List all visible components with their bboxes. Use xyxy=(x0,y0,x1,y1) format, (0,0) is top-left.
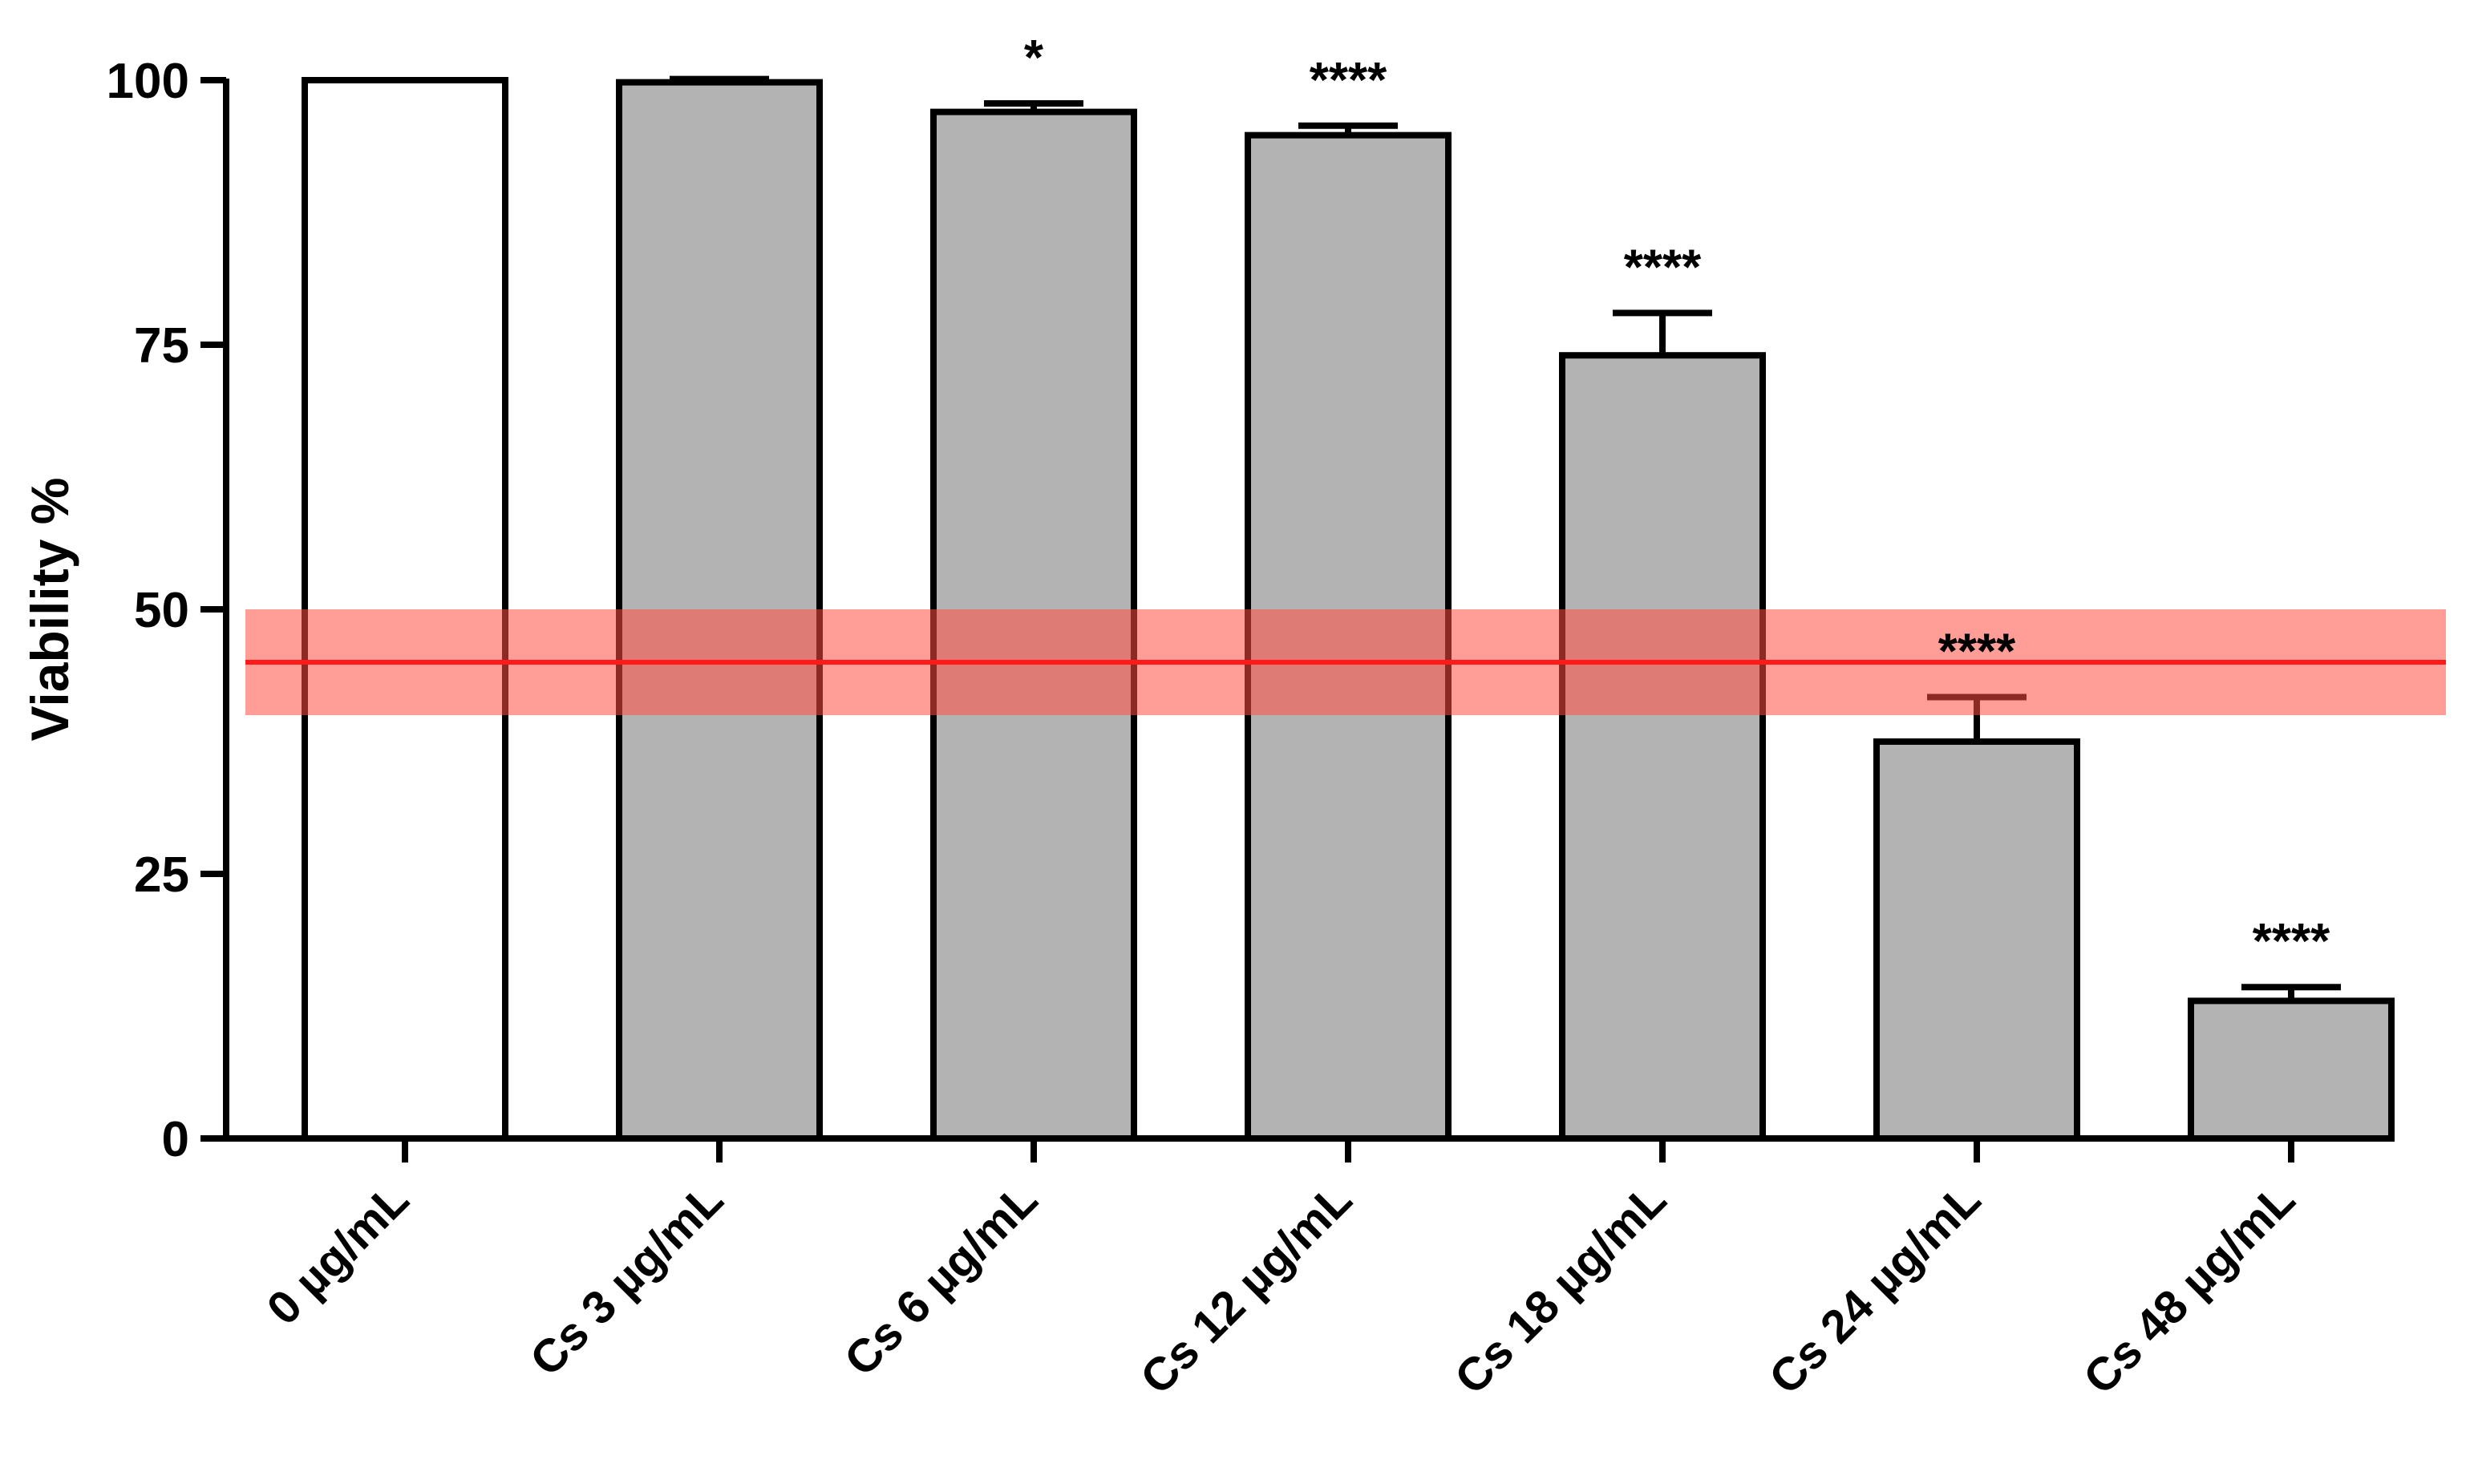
x-tick-label-7: Cs 48 µg/mL xyxy=(2074,1173,2305,1404)
axes-layer xyxy=(200,77,2395,1163)
x-tick-label-6: Cs 24 µg/mL xyxy=(1759,1173,1990,1404)
significance-marker-4: **** xyxy=(1310,53,1387,108)
x-tick-label-3: Cs 6 µg/mL xyxy=(835,1173,1048,1386)
y-tick-label-0: 0 xyxy=(162,1112,189,1167)
significance-marker-7: **** xyxy=(2253,914,2330,969)
x-tick-label-5: Cs 18 µg/mL xyxy=(1445,1173,1676,1404)
bar-6 xyxy=(1873,738,2080,1142)
x-tick-label-1: 0 µg/mL xyxy=(257,1173,419,1335)
x-tick-label-2: Cs 3 µg/mL xyxy=(520,1173,734,1386)
y-tick-label-75: 75 xyxy=(134,318,189,374)
y-tick-label-25: 25 xyxy=(134,847,189,903)
reference-band-layer xyxy=(245,609,2446,715)
significance-marker-5: **** xyxy=(1624,240,1702,295)
bar-5 xyxy=(1559,352,1766,1142)
significance-marker-3: * xyxy=(1024,30,1044,86)
bar-7 xyxy=(2188,997,2395,1142)
x-tick-label-4: Cs 12 µg/mL xyxy=(1131,1173,1362,1404)
significance-marker-6: **** xyxy=(1938,625,2016,680)
y-tick-label-50: 50 xyxy=(134,583,189,638)
y-tick-label-100: 100 xyxy=(107,54,189,109)
y-axis-label: Viability % xyxy=(20,478,79,742)
bars-layer xyxy=(302,75,2395,1142)
